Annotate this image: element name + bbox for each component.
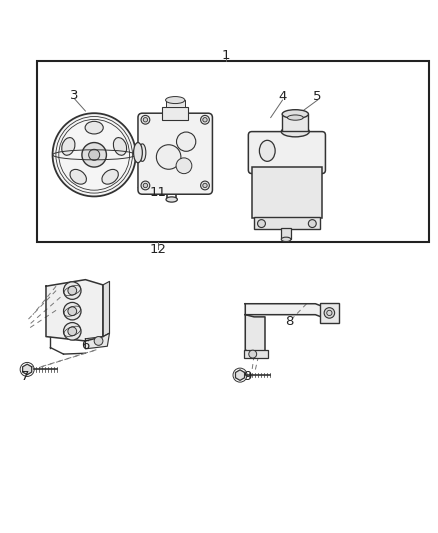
Bar [320,303,339,322]
Text: 1: 1 [221,49,230,62]
Circle shape [176,158,192,174]
Bar [252,166,322,219]
Polygon shape [23,364,32,375]
Ellipse shape [85,122,103,134]
Bar [244,350,268,359]
Text: 5: 5 [313,91,322,103]
Circle shape [201,115,209,124]
Circle shape [82,142,106,167]
Circle shape [143,118,148,122]
Circle shape [156,145,181,169]
Circle shape [203,118,207,122]
Circle shape [324,308,335,318]
Polygon shape [245,304,333,321]
Text: 8: 8 [285,315,293,328]
Bar [254,217,320,229]
Circle shape [201,181,209,190]
Circle shape [68,327,77,336]
Ellipse shape [62,138,75,155]
Polygon shape [85,333,110,349]
Text: 3: 3 [70,89,79,102]
Circle shape [64,302,81,320]
Ellipse shape [281,237,291,241]
Circle shape [64,282,81,300]
Ellipse shape [113,138,127,155]
Circle shape [68,307,77,316]
Polygon shape [103,281,110,336]
Text: 12: 12 [149,244,166,256]
Circle shape [203,183,207,188]
Circle shape [68,286,77,295]
Circle shape [143,183,148,188]
Polygon shape [236,370,244,381]
Circle shape [141,181,150,190]
Circle shape [308,220,316,228]
Ellipse shape [166,197,177,202]
Text: 9: 9 [243,370,252,383]
Ellipse shape [70,169,86,184]
Polygon shape [245,314,265,356]
Bar [282,114,308,131]
Circle shape [249,350,257,358]
Ellipse shape [281,126,309,137]
Bar [166,100,185,107]
Bar [37,61,429,243]
Circle shape [141,115,150,124]
Ellipse shape [282,110,308,118]
Circle shape [64,322,81,340]
Ellipse shape [102,169,118,184]
Circle shape [177,132,196,151]
Text: 6: 6 [81,339,90,352]
Text: 11: 11 [149,187,166,199]
Bar [281,229,291,239]
Ellipse shape [139,144,146,161]
Ellipse shape [287,115,303,120]
Ellipse shape [259,140,275,161]
Circle shape [88,149,100,160]
Ellipse shape [166,96,185,103]
FancyBboxPatch shape [138,113,212,194]
Circle shape [53,113,136,197]
Text: 7: 7 [21,370,29,383]
FancyBboxPatch shape [248,132,325,174]
Bar [162,107,188,120]
Ellipse shape [134,142,142,163]
Polygon shape [46,280,103,341]
Circle shape [94,336,103,345]
Text: 4: 4 [278,91,287,103]
Circle shape [258,220,265,228]
